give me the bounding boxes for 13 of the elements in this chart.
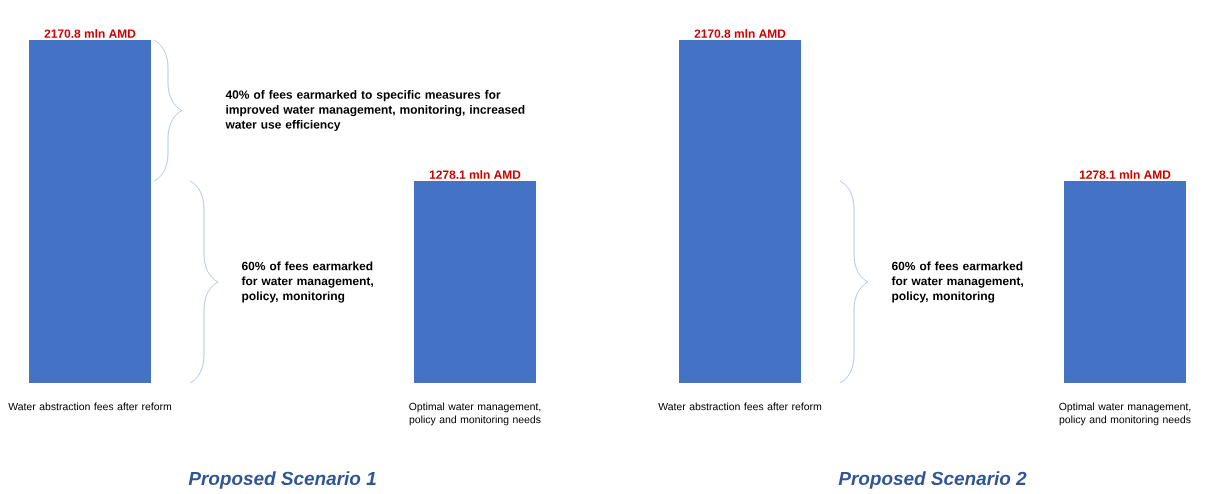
- text: Proposed Scenario 1: [188, 471, 376, 489]
- data-label: 2170.8 mln AMD: [44, 29, 136, 38]
- x-tick-label: Water abstraction fees after reform: [8, 402, 172, 411]
- x-tick-label: Optimal water management, policy and monitoring needs: [1059, 402, 1191, 426]
- data-label: 1278.1 mln AMD: [429, 170, 521, 179]
- annotation: 60% of fees earmarked for water management, policy, monitoring: [241, 261, 373, 303]
- x-tick-label: Optimal water management, policy and monitoring needs: [409, 402, 541, 426]
- annotation: 60% of fees earmarked for water management, policy, monitoring: [891, 261, 1023, 303]
- x-tick-label: Water abstraction fees after reform: [658, 402, 822, 411]
- annotation: 40% of fees earmarked to specific measures for improved water management, monitoring, increased water use efficiency: [225, 90, 525, 132]
- text: Proposed Scenario 2: [838, 471, 1027, 489]
- data-label: 2170.8 mln AMD: [694, 29, 786, 38]
- data-label: 1278.1 mln AMD: [1079, 170, 1171, 179]
